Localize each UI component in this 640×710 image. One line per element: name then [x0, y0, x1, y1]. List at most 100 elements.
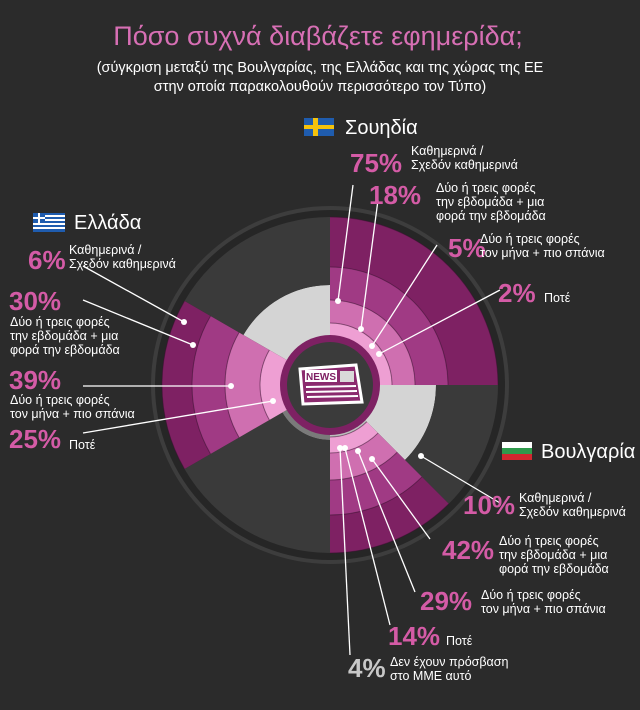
- country-name-greece: Ελλάδα: [74, 212, 141, 234]
- leader-line-sweden-never: [378, 289, 501, 355]
- sector-gap-east: [361, 385, 436, 460]
- sweden-flag-icon: [304, 118, 334, 136]
- label-bulgaria-0-line-1: Σχεδόν καθημερινά: [519, 505, 626, 519]
- sector-gap-south-west-outer: [184, 412, 330, 553]
- newspaper-icon: NEWS: [298, 363, 364, 406]
- leader-dot-bulgaria-weekly: [369, 456, 375, 462]
- label-greece-0-line-0: Καθημερινά /: [69, 243, 142, 257]
- band-edge-bulgaria-no-access: [329, 421, 368, 438]
- bulgaria-flag-icon: [502, 442, 532, 460]
- label-bulgaria-1-line-1: την εβδομάδα + μια: [499, 548, 607, 562]
- label-greece-1-line-2: φορά την εβδομάδα: [10, 343, 120, 357]
- pct-bulgaria-2: 29%: [420, 586, 472, 616]
- leader-line-greece-weekly: [82, 299, 194, 346]
- leader-dot-bulgaria-never: [342, 445, 348, 451]
- sector-greece-monthly: [225, 332, 270, 438]
- center-badge: NEWS: [280, 335, 380, 435]
- band-edge-sweden-weekly: [329, 266, 449, 386]
- label-greece-2-line-1: τον μήνα + πιο σπάνια: [10, 407, 135, 421]
- label-sweden-1-line-1: την εβδομάδα + μια: [436, 195, 544, 209]
- label-greece-2-line-0: Δύο ή τρεις φορές: [10, 393, 110, 407]
- leader-line-bulgaria-monthly: [357, 450, 416, 593]
- leader-dot-bulgaria-no-access: [337, 445, 343, 451]
- leader-line-sweden-monthly: [371, 244, 438, 347]
- leader-line-sweden-daily: [337, 184, 354, 302]
- leader-dot-bulgaria-daily: [418, 453, 424, 459]
- leader-dot-bulgaria-monthly: [355, 448, 361, 454]
- band-edge-greece-daily: [161, 300, 185, 470]
- label-bulgaria-4-line-0: Δεν έχουν πρόσβαση: [390, 655, 508, 669]
- sector-gap-north-west-outer: [184, 217, 330, 335]
- band-edge-greece-never: [259, 349, 270, 421]
- pct-bulgaria-1: 42%: [442, 535, 494, 565]
- pct-bulgaria-0: 10%: [463, 490, 515, 520]
- band-edge-greece-monthly: [224, 332, 240, 438]
- label-sweden-2-line-1: τον μήνα + πιο σπάνια: [480, 246, 605, 260]
- country-name-bulgaria: Βουλγαρία: [541, 441, 635, 463]
- leader-dot-greece-daily: [181, 319, 187, 325]
- label-sweden-1-line-2: φορά την εβδομάδα: [436, 209, 546, 223]
- chart-subtitle-line-1: (σύγκριση μεταξύ της Βουλγαρίας, της Ελλ…: [97, 60, 544, 76]
- label-greece-1-line-0: Δύο ή τρεις φορές: [10, 315, 110, 329]
- greece-flag-icon: [33, 213, 65, 232]
- label-sweden-3-line-0: Ποτέ: [544, 291, 571, 305]
- leader-dot-greece-weekly: [190, 342, 196, 348]
- pct-sweden-2: 5%: [448, 233, 486, 263]
- leader-line-bulgaria-no-access: [339, 447, 351, 656]
- label-bulgaria-1-line-0: Δύο ή τρεις φορές: [499, 534, 599, 548]
- sector-sweden-monthly: [330, 300, 415, 385]
- label-greece-1-line-1: την εβδομάδα + μια: [10, 329, 118, 343]
- leader-dot-sweden-daily: [335, 298, 341, 304]
- sector-bulgaria-daily: [330, 476, 449, 553]
- pct-greece-1: 30%: [9, 286, 61, 316]
- sector-bulgaria-weekly: [330, 452, 422, 515]
- label-bulgaria-3-line-0: Ποτέ: [446, 634, 473, 648]
- pct-greece-0: 6%: [28, 245, 66, 275]
- pct-sweden-0: 75%: [350, 148, 402, 178]
- pct-bulgaria-3: 14%: [388, 621, 440, 651]
- leader-dot-sweden-monthly: [369, 343, 375, 349]
- newspaper-icon-text: NEWS: [306, 372, 336, 383]
- leader-line-sweden-weekly: [360, 199, 379, 330]
- band-edge-sweden-monthly: [329, 299, 416, 386]
- label-bulgaria-4-line-1: στο ΜΜΕ αυτό: [390, 669, 472, 683]
- label-sweden-0-line-0: Καθημερινά /: [411, 144, 484, 158]
- leader-line-greece-daily: [82, 265, 185, 323]
- label-bulgaria-2-line-1: τον μήνα + πιο σπάνια: [481, 602, 606, 616]
- leader-dot-greece-never: [270, 398, 276, 404]
- country-name-sweden: Σουηδία: [345, 117, 418, 139]
- chart-title: Πόσο συχνά διαβάζετε εφημερίδα;: [113, 21, 522, 51]
- sector-gap-east-outer: [404, 385, 498, 504]
- label-sweden-1-line-0: Δύο ή τρεις φορές: [436, 181, 536, 195]
- label-bulgaria-2-line-0: Δύο ή τρεις φορές: [481, 588, 581, 602]
- pct-greece-2: 39%: [9, 365, 61, 395]
- pct-greece-3: 25%: [9, 424, 61, 454]
- sector-bulgaria-never: [330, 421, 379, 453]
- sector-greece-weekly: [192, 316, 240, 454]
- label-bulgaria-1-line-2: φορά την εβδομάδα: [499, 562, 609, 576]
- sector-sweden-daily: [330, 217, 498, 385]
- chart-subtitle-line-2: στην οποία παρακολουθούν περισσότερο τον…: [154, 79, 486, 95]
- leader-line-bulgaria-daily: [420, 455, 501, 504]
- sector-bulgaria-monthly: [330, 433, 398, 480]
- label-greece-0-line-1: Σχεδόν καθημερινά: [69, 257, 176, 271]
- sector-sweden-weekly: [330, 267, 448, 385]
- leader-line-bulgaria-weekly: [371, 458, 431, 540]
- label-sweden-2-line-0: Δύο ή τρεις φορές: [480, 232, 580, 246]
- label-bulgaria-0-line-0: Καθημερινά /: [519, 491, 592, 505]
- band-edge-sweden-daily: [329, 216, 499, 386]
- band-edge-greece-weekly: [191, 315, 211, 455]
- pct-sweden-1: 18%: [369, 180, 421, 210]
- leader-dot-greece-monthly: [228, 383, 234, 389]
- label-sweden-0-line-1: Σχεδόν καθημερινά: [411, 158, 518, 172]
- band-edge-sweden-never: [329, 322, 393, 386]
- label-greece-3-line-0: Ποτέ: [69, 438, 96, 452]
- pct-sweden-3: 2%: [498, 278, 536, 308]
- leader-dot-sweden-never: [376, 351, 382, 357]
- leader-line-bulgaria-never: [344, 447, 391, 626]
- leader-dot-sweden-weekly: [358, 326, 364, 332]
- band-edge-bulgaria-never: [329, 432, 379, 454]
- pct-bulgaria-4: 4%: [348, 653, 386, 683]
